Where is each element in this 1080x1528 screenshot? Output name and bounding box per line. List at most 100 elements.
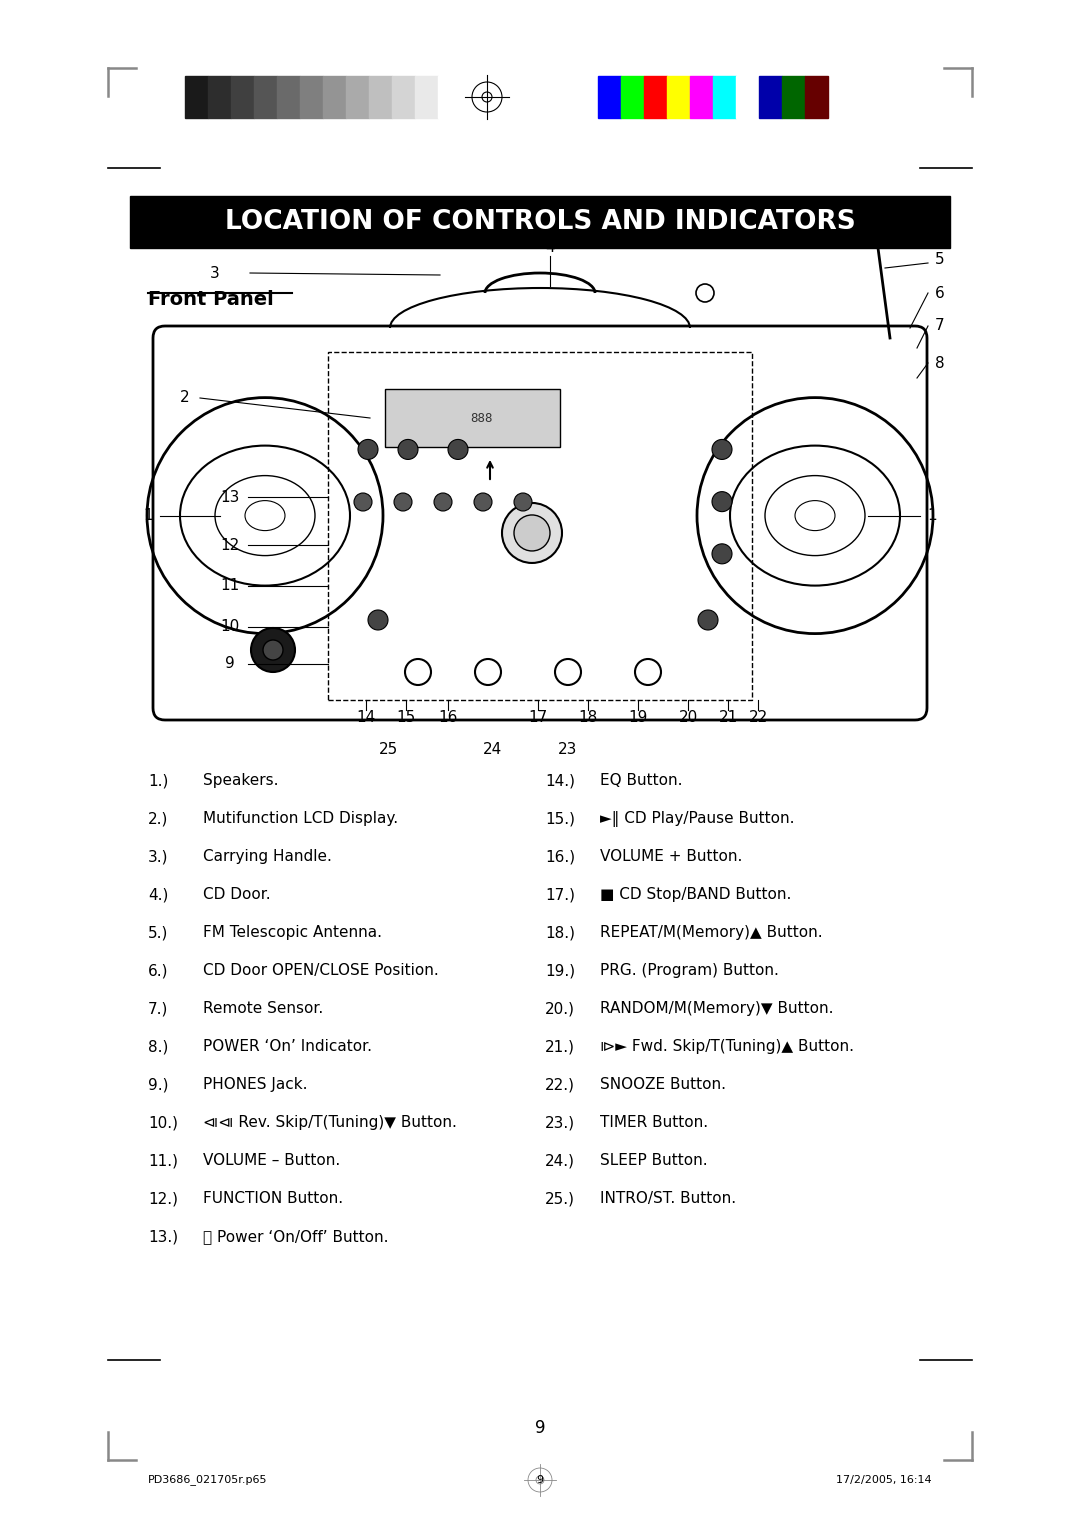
Text: 21: 21 bbox=[718, 711, 738, 726]
Text: 17.): 17.) bbox=[545, 886, 575, 902]
Text: 24: 24 bbox=[484, 743, 502, 758]
Circle shape bbox=[698, 610, 718, 630]
Text: LOCATION OF CONTROLS AND INDICATORS: LOCATION OF CONTROLS AND INDICATORS bbox=[225, 209, 855, 235]
Text: ⏻ Power ‘On/Off’ Button.: ⏻ Power ‘On/Off’ Button. bbox=[203, 1229, 389, 1244]
Bar bbox=[185, 76, 208, 118]
Bar bbox=[276, 76, 300, 118]
Text: ⧏⧏ Rev. Skip/T(Tuning)▼ Button.: ⧏⧏ Rev. Skip/T(Tuning)▼ Button. bbox=[203, 1115, 457, 1131]
Text: SLEEP Button.: SLEEP Button. bbox=[600, 1154, 707, 1167]
Text: ►‖ CD Play/Pause Button.: ►‖ CD Play/Pause Button. bbox=[600, 811, 795, 827]
Text: PHONES Jack.: PHONES Jack. bbox=[203, 1077, 308, 1093]
Text: 9.): 9.) bbox=[148, 1077, 168, 1093]
Circle shape bbox=[712, 544, 732, 564]
Text: 10.): 10.) bbox=[148, 1115, 178, 1131]
Circle shape bbox=[434, 494, 453, 510]
Text: 14: 14 bbox=[356, 711, 376, 726]
Circle shape bbox=[354, 494, 372, 510]
Text: 3.): 3.) bbox=[148, 850, 168, 863]
Text: 12.): 12.) bbox=[148, 1190, 178, 1206]
Bar bbox=[805, 76, 828, 118]
Text: 8: 8 bbox=[935, 356, 945, 370]
Text: 11.): 11.) bbox=[148, 1154, 178, 1167]
Text: 1: 1 bbox=[928, 509, 936, 523]
Text: 21.): 21.) bbox=[545, 1039, 575, 1054]
Bar bbox=[346, 76, 369, 118]
Text: FUNCTION Button.: FUNCTION Button. bbox=[203, 1190, 343, 1206]
Text: CD Door.: CD Door. bbox=[203, 886, 271, 902]
Circle shape bbox=[514, 515, 550, 552]
Text: 14.): 14.) bbox=[545, 773, 575, 788]
Text: VOLUME + Button.: VOLUME + Button. bbox=[600, 850, 742, 863]
Text: 6.): 6.) bbox=[148, 963, 168, 978]
Text: 24.): 24.) bbox=[545, 1154, 575, 1167]
Text: 16.): 16.) bbox=[545, 850, 576, 863]
Text: POWER ‘On’ Indicator.: POWER ‘On’ Indicator. bbox=[203, 1039, 372, 1054]
Bar bbox=[782, 76, 805, 118]
Text: 22: 22 bbox=[748, 711, 768, 726]
Text: SNOOZE Button.: SNOOZE Button. bbox=[600, 1077, 726, 1093]
Text: 17/2/2005, 16:14: 17/2/2005, 16:14 bbox=[836, 1475, 932, 1485]
Text: 2: 2 bbox=[180, 391, 190, 405]
Text: ⧐► Fwd. Skip/T(Tuning)▲ Button.: ⧐► Fwd. Skip/T(Tuning)▲ Button. bbox=[600, 1039, 854, 1054]
Bar bbox=[130, 196, 950, 248]
Bar bbox=[254, 76, 276, 118]
Text: 13: 13 bbox=[220, 489, 240, 504]
Text: FM Telescopic Antenna.: FM Telescopic Antenna. bbox=[203, 924, 382, 940]
Bar bbox=[735, 76, 759, 118]
Bar bbox=[323, 76, 346, 118]
Bar bbox=[713, 76, 735, 118]
Text: 25.): 25.) bbox=[545, 1190, 575, 1206]
Text: 18: 18 bbox=[579, 711, 597, 726]
Text: 9: 9 bbox=[537, 1475, 543, 1485]
Text: 9: 9 bbox=[225, 656, 234, 671]
Text: PD3686_021705r.p65: PD3686_021705r.p65 bbox=[148, 1475, 268, 1485]
Bar bbox=[369, 76, 392, 118]
Text: CD Door OPEN/CLOSE Position.: CD Door OPEN/CLOSE Position. bbox=[203, 963, 438, 978]
Text: Remote Sensor.: Remote Sensor. bbox=[203, 1001, 323, 1016]
Text: Carrying Handle.: Carrying Handle. bbox=[203, 850, 332, 863]
Text: 5.): 5.) bbox=[148, 924, 168, 940]
Bar bbox=[759, 76, 782, 118]
Text: 9: 9 bbox=[535, 1420, 545, 1436]
Text: 2.): 2.) bbox=[148, 811, 168, 827]
Text: 20.): 20.) bbox=[545, 1001, 575, 1016]
Text: 4: 4 bbox=[545, 240, 555, 255]
Text: 7: 7 bbox=[935, 318, 945, 333]
Circle shape bbox=[399, 440, 418, 460]
Text: INTRO/ST. Button.: INTRO/ST. Button. bbox=[600, 1190, 737, 1206]
Circle shape bbox=[357, 440, 378, 460]
Text: 25: 25 bbox=[378, 743, 397, 758]
Circle shape bbox=[712, 440, 732, 460]
Circle shape bbox=[502, 503, 562, 562]
Circle shape bbox=[474, 494, 492, 510]
Text: 7.): 7.) bbox=[148, 1001, 168, 1016]
Text: 15.): 15.) bbox=[545, 811, 575, 827]
Text: ■ CD Stop/BAND Button.: ■ CD Stop/BAND Button. bbox=[600, 886, 792, 902]
Bar bbox=[208, 76, 231, 118]
Bar bbox=[328, 351, 752, 700]
Bar bbox=[415, 76, 438, 118]
Bar bbox=[667, 76, 690, 118]
Text: EQ Button.: EQ Button. bbox=[600, 773, 683, 788]
Circle shape bbox=[251, 628, 295, 672]
Text: 4.): 4.) bbox=[148, 886, 168, 902]
FancyBboxPatch shape bbox=[153, 325, 927, 720]
Text: 1.): 1.) bbox=[148, 773, 168, 788]
Text: 15: 15 bbox=[396, 711, 416, 726]
Text: VOLUME – Button.: VOLUME – Button. bbox=[203, 1154, 340, 1167]
Text: 20: 20 bbox=[678, 711, 698, 726]
Text: 11: 11 bbox=[220, 579, 240, 593]
Text: 10: 10 bbox=[220, 619, 240, 634]
Text: Mutifunction LCD Display.: Mutifunction LCD Display. bbox=[203, 811, 399, 827]
Text: 19.): 19.) bbox=[545, 963, 576, 978]
Text: 3: 3 bbox=[211, 266, 220, 281]
Text: RANDOM/M(Memory)▼ Button.: RANDOM/M(Memory)▼ Button. bbox=[600, 1001, 834, 1016]
Circle shape bbox=[448, 440, 468, 460]
Text: 23.): 23.) bbox=[545, 1115, 576, 1131]
Text: 5: 5 bbox=[935, 252, 945, 267]
Bar bbox=[231, 76, 254, 118]
Bar bbox=[690, 76, 713, 118]
Bar bbox=[392, 76, 415, 118]
Text: 16: 16 bbox=[438, 711, 458, 726]
Text: 12: 12 bbox=[220, 538, 240, 553]
